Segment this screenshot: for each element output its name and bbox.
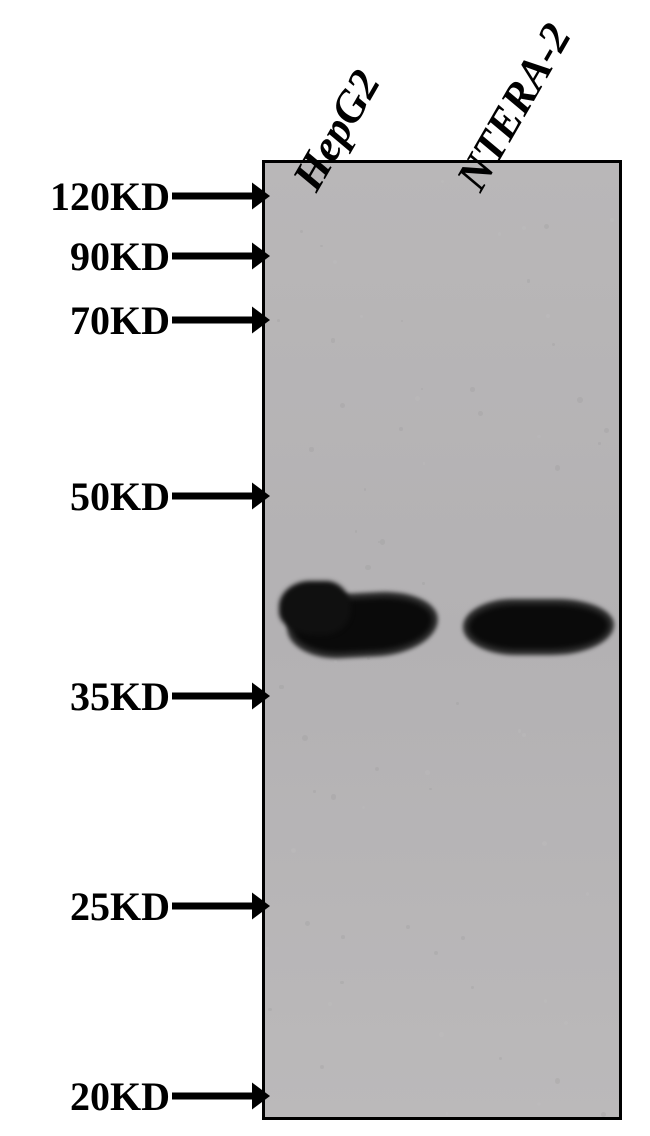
ladder-label: 50KD xyxy=(0,473,170,520)
gel-speckle xyxy=(522,226,527,231)
gel-speckle xyxy=(365,565,370,570)
gel-speckle xyxy=(601,1112,606,1117)
protein-band-lobe xyxy=(279,581,351,635)
gel-speckle xyxy=(375,767,380,772)
protein-band xyxy=(463,599,614,655)
ladder-label: 20KD xyxy=(0,1073,170,1120)
gel-speckle xyxy=(331,794,337,800)
gel-speckle xyxy=(302,735,308,741)
arrow-right-icon xyxy=(170,178,272,214)
gel-speckle xyxy=(537,1102,541,1106)
gel-speckle xyxy=(544,999,548,1003)
gel-speckle xyxy=(564,1021,568,1025)
gel-speckle xyxy=(544,224,549,229)
arrow-right-icon xyxy=(170,678,272,714)
gel-speckle xyxy=(364,488,366,490)
gel-speckle xyxy=(461,936,465,940)
gel-speckle xyxy=(498,232,501,235)
gel-speckle xyxy=(439,1032,443,1036)
gel-speckle xyxy=(499,1057,502,1060)
gel-speckle xyxy=(277,319,280,322)
ladder-mark: 90KD xyxy=(0,232,272,280)
gel-speckle xyxy=(360,315,362,317)
arrow-right-icon xyxy=(170,238,272,274)
gel-speckle xyxy=(333,260,337,264)
gel-speckle xyxy=(610,218,614,222)
gel-speckle xyxy=(555,1078,561,1084)
gel-speckle xyxy=(341,935,345,939)
ladder-label: 90KD xyxy=(0,233,170,280)
gel-speckle xyxy=(441,180,444,183)
gel-speckle xyxy=(522,733,526,737)
ladder-mark: 25KD xyxy=(0,882,272,930)
gel-speckle xyxy=(320,245,323,248)
gel-speckle xyxy=(423,462,426,465)
gel-speckle xyxy=(305,921,310,926)
gel-speckle xyxy=(478,411,483,416)
gel-speckle xyxy=(598,442,601,445)
ladder-label: 70KD xyxy=(0,297,170,344)
gel-speckle xyxy=(313,790,316,793)
gel-speckle xyxy=(300,230,303,233)
gel-speckle xyxy=(309,447,313,451)
gel-speckle xyxy=(604,428,609,433)
arrow-right-icon xyxy=(170,1078,272,1114)
gel-speckle xyxy=(406,925,410,929)
gel-speckle xyxy=(380,539,385,544)
gel-speckle xyxy=(518,729,521,732)
gel-speckle xyxy=(401,320,403,322)
gel-speckle xyxy=(266,947,268,949)
gel-speckle xyxy=(470,387,474,391)
gel-speckle xyxy=(422,582,425,585)
gel-speckle xyxy=(552,343,556,347)
gel-speckle xyxy=(340,981,343,984)
gel-speckle xyxy=(331,338,335,342)
gel-speckle xyxy=(537,435,540,438)
gel-speckle xyxy=(471,986,474,989)
figure-root: HepG2NTERA-2 120KD90KD70KD50KD35KD25KD20… xyxy=(0,0,650,1136)
ladder-label: 35KD xyxy=(0,673,170,720)
gel-speckle xyxy=(328,1002,332,1006)
gel-speckle xyxy=(586,892,590,896)
arrow-right-icon xyxy=(170,888,272,924)
gel-speckle xyxy=(355,530,357,532)
gel-speckle xyxy=(546,314,550,318)
gel-speckle xyxy=(334,660,336,662)
gel-speckle xyxy=(399,427,403,431)
ladder-mark: 70KD xyxy=(0,296,272,344)
ladder-mark: 20KD xyxy=(0,1072,272,1120)
gel-speckle xyxy=(456,702,459,705)
gel-speckle xyxy=(279,685,284,690)
gel-membrane xyxy=(262,160,622,1120)
gel-speckle xyxy=(421,388,423,390)
ladder-label: 25KD xyxy=(0,883,170,930)
gel-speckle xyxy=(555,465,560,470)
gel-speckle xyxy=(340,403,345,408)
gel-speckle xyxy=(362,806,365,809)
gel-speckle xyxy=(425,770,430,775)
gel-speckle xyxy=(434,951,438,955)
gel-speckle xyxy=(429,788,431,790)
gel-speckle xyxy=(446,1112,448,1114)
gel-speckle xyxy=(291,848,296,853)
arrow-right-icon xyxy=(170,478,272,514)
gel-speckle xyxy=(367,657,371,661)
ladder-label: 120KD xyxy=(0,173,170,220)
ladder-mark: 120KD xyxy=(0,172,272,220)
ladder-mark: 50KD xyxy=(0,472,272,520)
ladder-mark: 35KD xyxy=(0,672,272,720)
gel-speckle xyxy=(527,279,531,283)
gel-speckle xyxy=(320,1065,324,1069)
gel-speckle xyxy=(542,841,547,846)
gel-speckle xyxy=(415,396,420,401)
gel-speckle xyxy=(268,1008,271,1011)
gel-speckle xyxy=(577,397,583,403)
arrow-right-icon xyxy=(170,302,272,338)
